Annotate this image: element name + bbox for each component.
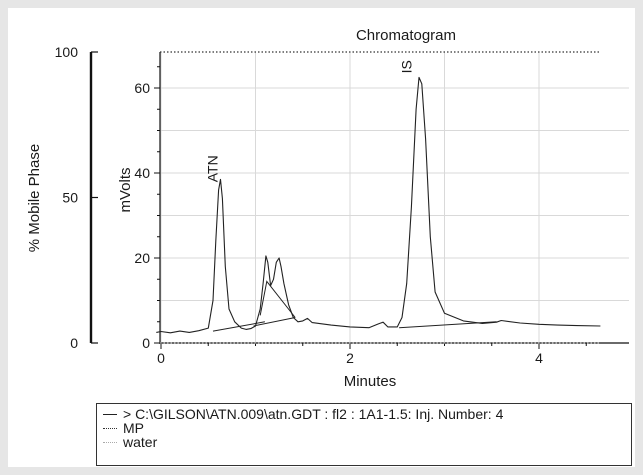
y-tick-label: 60 [134, 80, 150, 96]
x-tick-label: 2 [346, 350, 354, 366]
y-tick-label: 40 [134, 165, 150, 181]
x-axis-label: Minutes [344, 373, 397, 390]
legend-swatch-dotted-light [103, 441, 117, 443]
legend-label: MP [123, 420, 144, 436]
legend-entry: water [103, 435, 631, 449]
y-tick-label: 20 [134, 250, 150, 266]
peak-annotation: ATN [205, 155, 221, 182]
legend-swatch-dotted [103, 427, 117, 429]
grid [160, 52, 629, 343]
y-tick-label: 0 [142, 335, 150, 351]
y-axis-label: mVolts [117, 167, 134, 212]
chart-panel: 0 2 4 0 20 40 60 0 50 100 Chromatogram Minutes mV… [8, 8, 635, 467]
peak-annotation: IS [398, 60, 414, 73]
x-tick-label: 4 [535, 350, 543, 366]
legend-label: > C:\GILSON\ATN.009\atn.GDT : fl2 : 1A1-… [123, 406, 504, 422]
x-tick-label: 0 [157, 350, 165, 366]
series-line [156, 76, 601, 334]
legend-swatch-solid [103, 413, 117, 415]
legend-entry: MP [103, 421, 631, 435]
y2-axis-label: % Mobile Phase [26, 144, 43, 252]
baseline-segment [399, 321, 497, 329]
y2-tick-label: 50 [62, 190, 78, 206]
legend: > C:\GILSON\ATN.009\atn.GDT : fl2 : 1A1-… [96, 403, 632, 466]
y2-tick-label: 0 [70, 335, 78, 351]
chart-title: Chromatogram [356, 27, 456, 44]
y2-tick-label: 100 [55, 44, 79, 60]
series-layer [156, 51, 601, 344]
legend-label: water [123, 434, 158, 450]
baseline-segment [259, 280, 296, 318]
annotations: ATN IS [205, 60, 415, 182]
legend-entry: > C:\GILSON\ATN.009\atn.GDT : fl2 : 1A1-… [103, 407, 631, 421]
baseline-segment [253, 317, 296, 327]
